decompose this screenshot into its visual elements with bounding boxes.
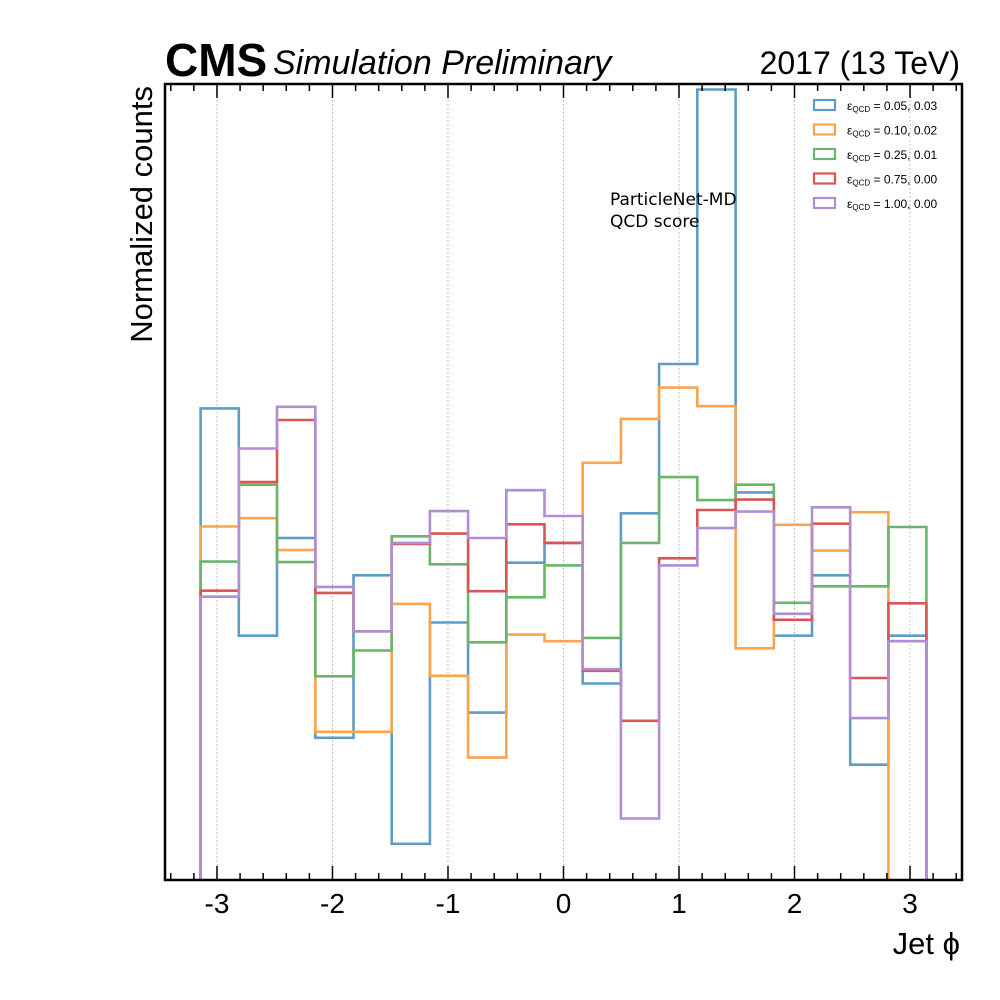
legend-swatch — [812, 196, 837, 210]
x-tick-label: 1 — [671, 888, 687, 919]
series-2-step-line — [199, 386, 890, 880]
legend-entry-label: εQCD = 0.75, 0.00 — [847, 173, 938, 188]
x-tick-label: 0 — [556, 888, 572, 919]
vertical-grid — [216, 84, 911, 880]
histogram-series — [199, 88, 928, 880]
x-tick-label: 3 — [902, 888, 918, 919]
x-tick-label: -3 — [205, 888, 230, 919]
legend-swatch — [812, 98, 837, 112]
status-label: Simulation Preliminary — [273, 44, 613, 82]
legend-entry-label: εQCD = 0.05, 0.03 — [847, 99, 938, 114]
experiment-label: CMS — [165, 34, 267, 86]
legend-entry-label: εQCD = 0.25, 0.01 — [847, 148, 938, 163]
lumi-label: 2017 (13 TeV) — [760, 45, 960, 81]
legend-entry-label: εQCD = 0.10, 0.02 — [847, 124, 938, 139]
annotation-line-2: QCD score — [610, 212, 699, 232]
x-tick-label: 2 — [787, 888, 803, 919]
legend-swatch — [812, 147, 837, 161]
series-5-step-line — [199, 405, 928, 880]
x-tick-labels: -3 -2 -1 0 1 2 3 — [205, 888, 918, 919]
x-tick-label: -2 — [320, 888, 345, 919]
legend: εQCD = 0.05, 0.03 εQCD = 0.10, 0.02 εQCD =… — [812, 98, 938, 212]
legend-swatch — [812, 123, 837, 136]
series-3-step-line — [199, 475, 928, 880]
x-axis-title: Jet ϕ — [893, 926, 960, 961]
annotation-line-1: ParticleNet-MD — [610, 190, 737, 210]
legend-swatch — [812, 172, 837, 185]
axis-ticks — [170, 84, 957, 880]
y-axis-title: Normalized counts — [124, 86, 159, 343]
x-tick-label: -1 — [436, 888, 461, 919]
legend-entry-label: εQCD = 1.00, 0.00 — [847, 197, 938, 212]
